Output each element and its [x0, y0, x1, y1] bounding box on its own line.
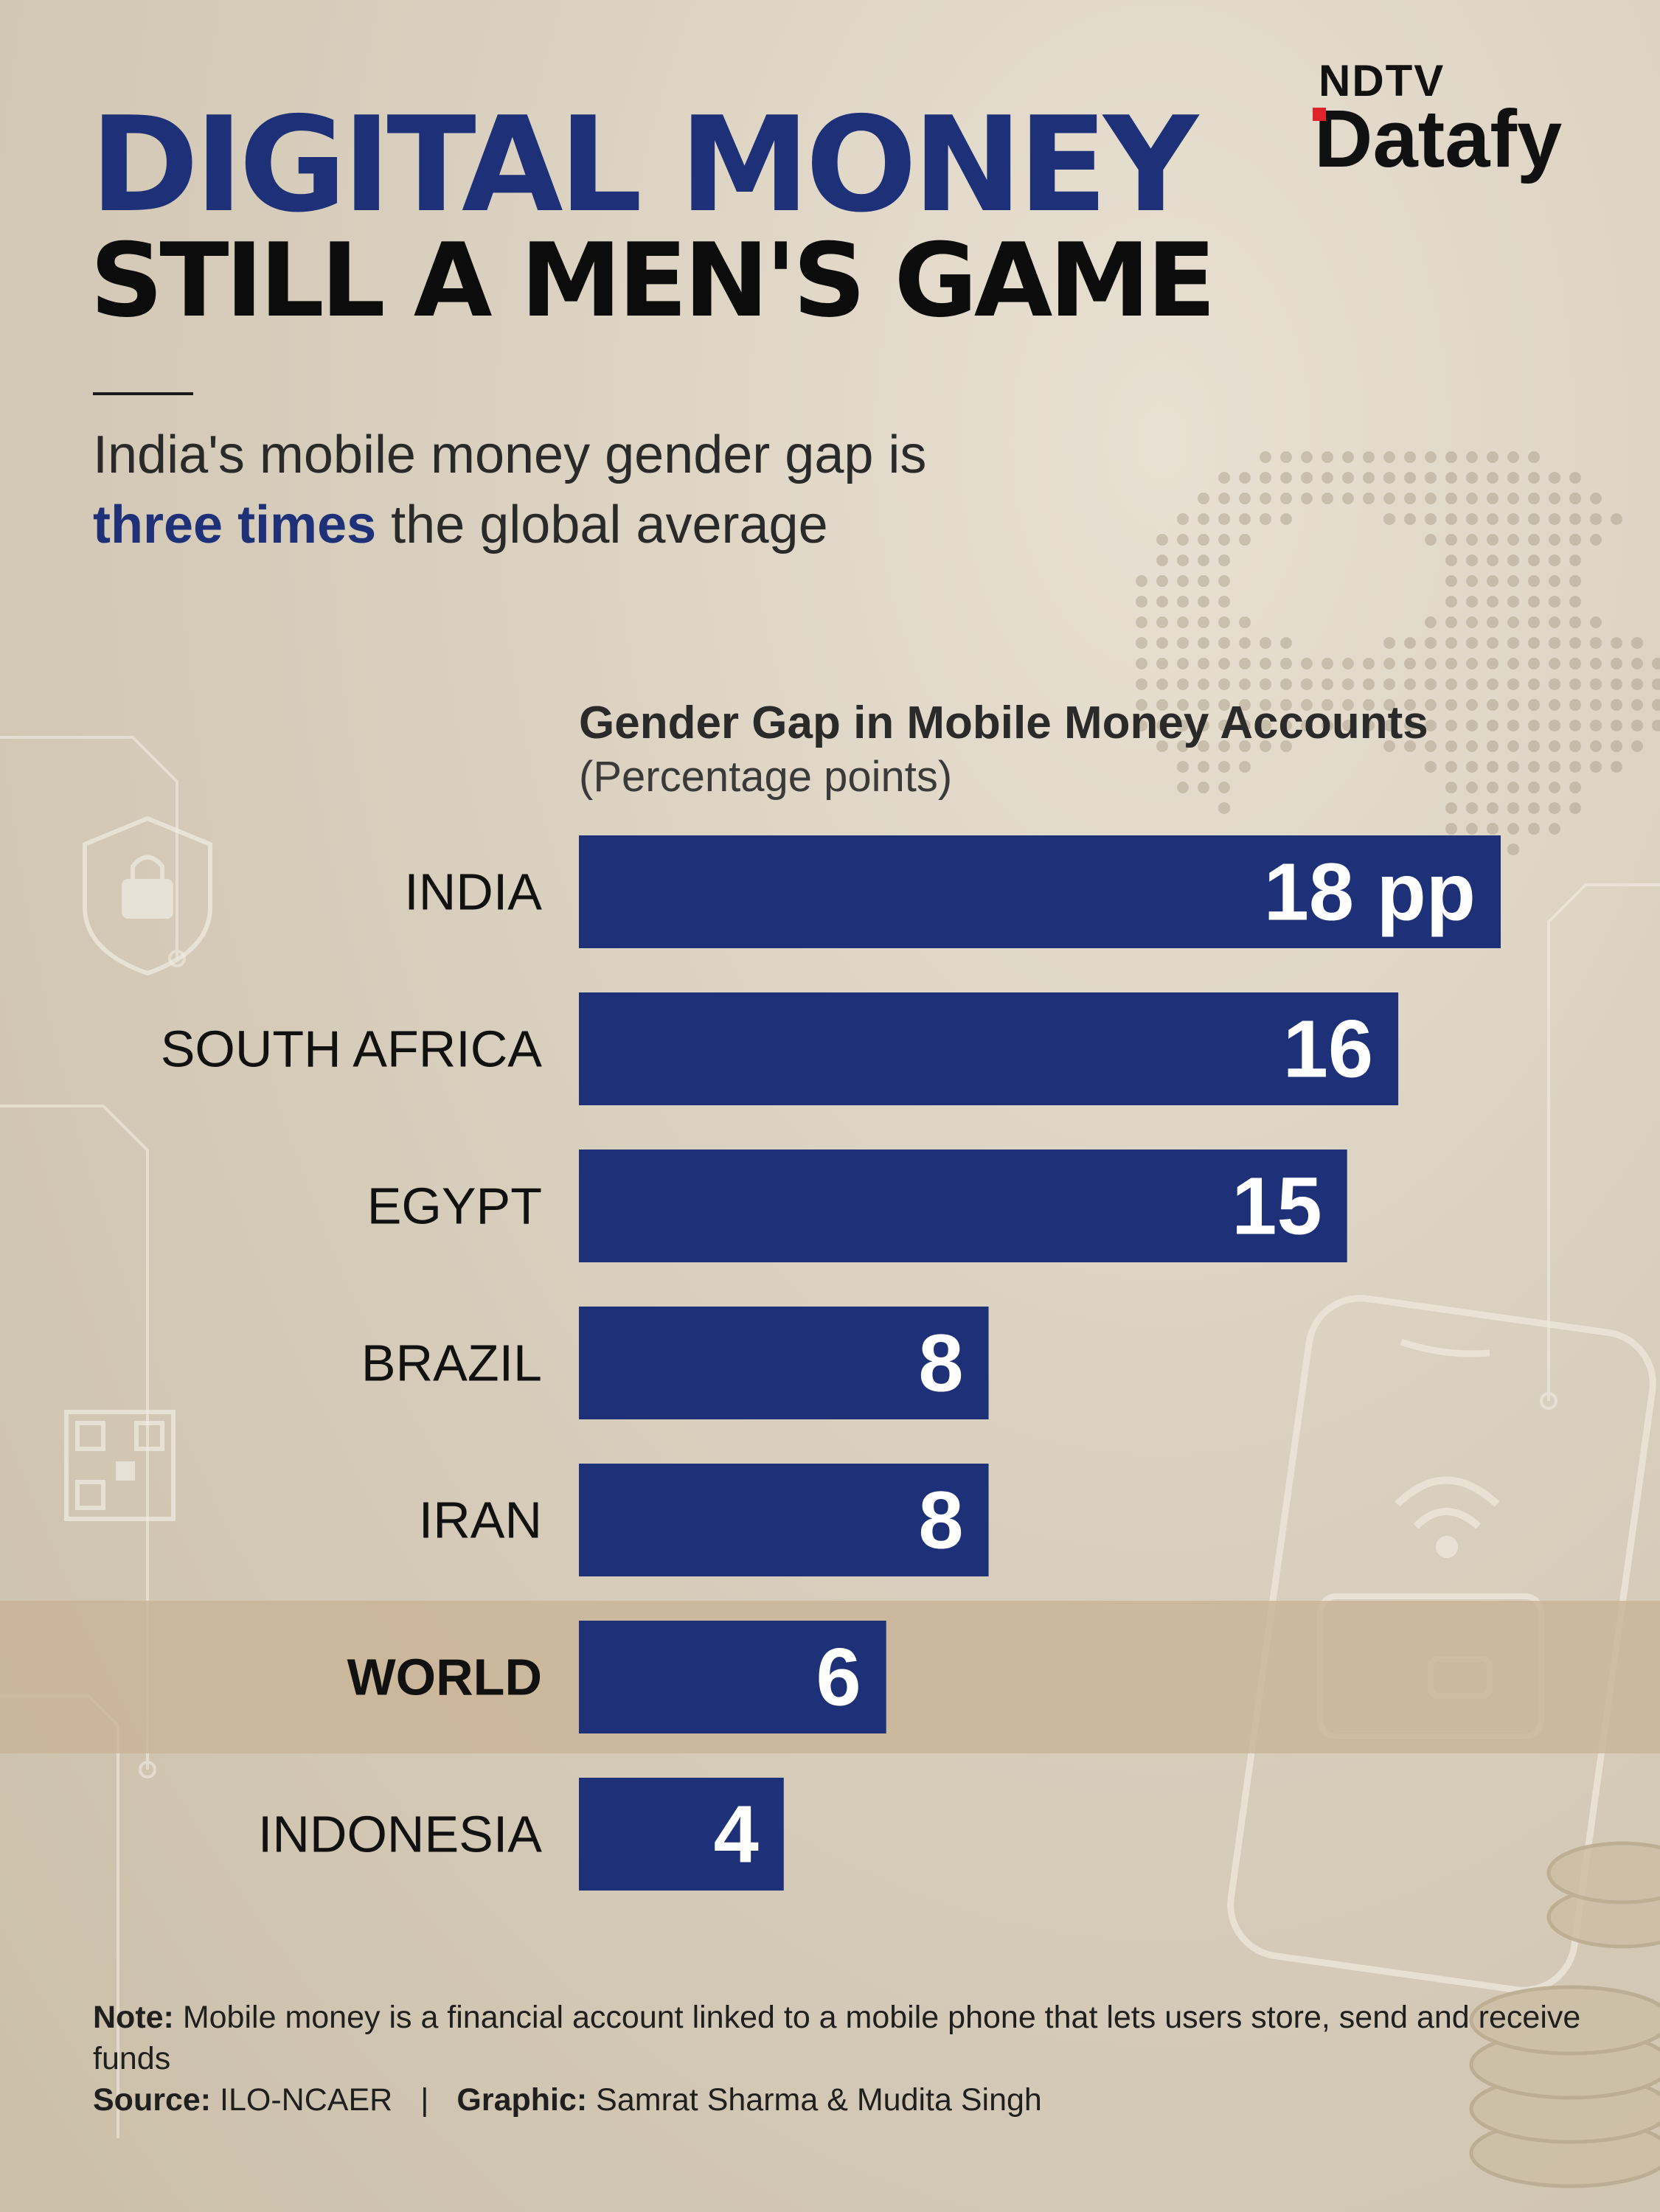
category-label: SOUTH AFRICA: [161, 1020, 543, 1078]
category-label: INDONESIA: [258, 1806, 542, 1863]
value-label: 16: [1283, 1004, 1373, 1095]
brand-logo-text: Datafy: [1314, 94, 1563, 184]
value-label: 15: [1232, 1161, 1322, 1252]
bar-brazil: [579, 1307, 989, 1419]
value-label: 18 pp: [1264, 847, 1476, 938]
subtitle-highlight: three times: [93, 495, 377, 554]
subtitle-line1: India's mobile money gender gap is: [93, 425, 927, 484]
category-label: BRAZIL: [361, 1335, 542, 1392]
category-label: WORLD: [347, 1649, 542, 1706]
bar-egypt: [579, 1150, 1347, 1262]
brand-logo: NDTV Datafy: [1313, 56, 1562, 180]
brand-logo-top: NDTV: [1319, 56, 1445, 105]
page-title: DIGITAL MONEY: [90, 88, 1198, 241]
footer-credits: Source: ILO-NCAER | Graphic: Samrat Sharma…: [93, 2079, 1660, 2121]
bar-world: [579, 1621, 886, 1733]
source-text: ILO-NCAER: [211, 2082, 393, 2118]
source-label: Source:: [93, 2082, 212, 2118]
value-label: 8: [918, 1318, 963, 1409]
value-label: 4: [714, 1790, 759, 1880]
credits-separator: |: [420, 2082, 429, 2118]
bar-indonesia: [579, 1778, 784, 1891]
footer: Note: Mobile money is a financial accoun…: [93, 1997, 1660, 2121]
note-text: Mobile money is a financial account link…: [93, 2000, 1581, 2076]
bar-south-africa: [579, 992, 1399, 1105]
chart-subtitle: (Percentage points): [579, 753, 953, 801]
chart-title: Gender Gap in Mobile Money Accounts: [579, 698, 1428, 748]
subtitle-text: India's mobile money gender gap is three…: [93, 420, 1199, 560]
category-label: EGYPT: [367, 1178, 542, 1235]
note-label: Note:: [93, 2000, 174, 2035]
bar-india: [579, 835, 1501, 948]
category-label: IRAN: [419, 1492, 542, 1549]
graphic-text: Samrat Sharma & Mudita Singh: [587, 2082, 1042, 2118]
graphic-label: Graphic:: [456, 2082, 588, 2118]
subtitle-rest: the global average: [376, 495, 828, 554]
bar-iran: [579, 1464, 989, 1576]
divider: [93, 392, 193, 395]
page-subtitle-heading: STILL A MEN'S GAME: [90, 221, 1216, 340]
footer-note: Note: Mobile money is a financial accoun…: [93, 1997, 1660, 2079]
category-label: INDIA: [404, 863, 542, 921]
brand-logo-bottom: Datafy: [1313, 99, 1562, 180]
value-label: 8: [918, 1475, 963, 1566]
value-label: 6: [816, 1632, 861, 1723]
logo-dot-icon: [1313, 108, 1326, 121]
